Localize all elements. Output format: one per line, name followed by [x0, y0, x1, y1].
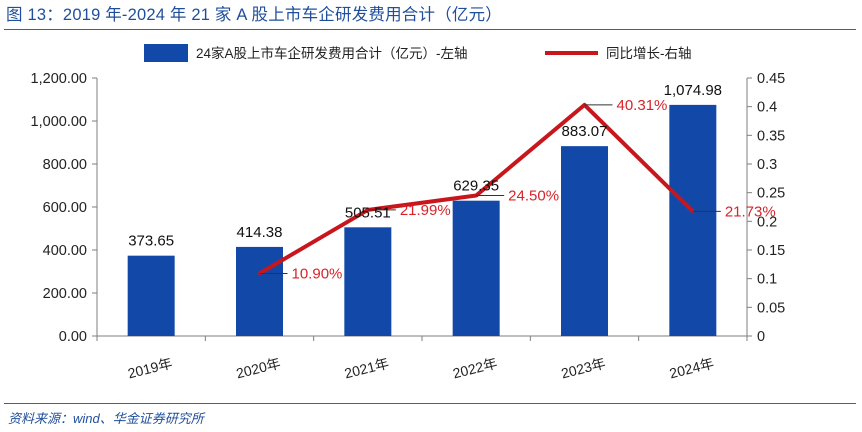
bar-value-label: 414.38 — [237, 224, 283, 241]
bar-value-label: 1,074.98 — [664, 82, 722, 99]
x-tick-label: 2024年 — [668, 355, 716, 381]
line-value-label: 21.73% — [725, 203, 776, 220]
combo-chart: 24家A股上市车企研发费用合计（亿元）-左轴 同比增长-右轴 0.00 200.00… — [31, 44, 785, 381]
left-tick-label: 1,200.00 — [31, 71, 87, 87]
figure-title: 图 13：2019 年-2024 年 21 家 A 股上市车企研发费用合计（亿元… — [6, 6, 502, 24]
line-value-label: 10.90% — [292, 266, 343, 283]
source-divider — [4, 403, 856, 404]
legend-line-label: 同比增长-右轴 — [606, 46, 692, 61]
right-tick-label: 0.2 — [757, 214, 777, 230]
right-tick-label: 0 — [757, 329, 765, 345]
bar-value-label: 505.51 — [345, 204, 391, 221]
bar — [561, 146, 608, 336]
data-labels: 373.65 414.38 505.51 629.35 883.07 1,074.98 10… — [128, 82, 775, 283]
left-tick-label: 800.00 — [43, 157, 87, 173]
x-tick-label: 2019年 — [126, 355, 174, 381]
bar-value-label: 373.65 — [128, 233, 174, 250]
line-value-label: 40.31% — [617, 97, 668, 114]
bar — [236, 246, 283, 336]
left-tick-label: 400.00 — [43, 243, 87, 259]
bar — [127, 255, 175, 336]
source-note: 资料来源：wind、华金证券研究所 — [8, 411, 204, 426]
x-tick-label: 2022年 — [451, 355, 499, 381]
bar-value-label: 883.07 — [562, 123, 608, 140]
x-tick-label: 2023年 — [559, 355, 607, 381]
left-tick-label: 200.00 — [43, 286, 87, 302]
bar — [452, 200, 500, 336]
right-tick-label: 0.3 — [757, 157, 777, 173]
chart-legend: 24家A股上市车企研发费用合计（亿元）-左轴 同比增长-右轴 — [144, 44, 692, 62]
right-tick-label: 0.45 — [757, 71, 785, 87]
right-tick-label: 0.4 — [757, 100, 777, 116]
line-series — [258, 102, 721, 276]
left-tick-label: 0.00 — [59, 329, 87, 345]
legend-bar-label: 24家A股上市车企研发费用合计（亿元）-左轴 — [196, 45, 468, 61]
x-tick-label: 2021年 — [343, 355, 391, 381]
line-value-label: 21.99% — [400, 202, 451, 219]
bar-value-label: 629.35 — [453, 178, 499, 195]
line-value-label: 24.50% — [508, 188, 559, 205]
right-tick-label: 0.25 — [757, 186, 785, 202]
bar — [344, 227, 392, 336]
right-tick-label: 0.05 — [757, 300, 785, 316]
legend-bar-swatch — [144, 44, 188, 62]
bar — [669, 104, 717, 336]
x-tick-label: 2020年 — [234, 355, 282, 381]
left-tick-label: 600.00 — [43, 200, 87, 216]
right-tick-label: 0.15 — [757, 243, 785, 259]
right-tick-label: 0.35 — [757, 128, 785, 144]
left-tick-label: 1,000.00 — [31, 114, 87, 130]
title-divider — [4, 29, 856, 30]
right-tick-label: 0.1 — [757, 272, 777, 288]
bar-series — [127, 104, 717, 336]
